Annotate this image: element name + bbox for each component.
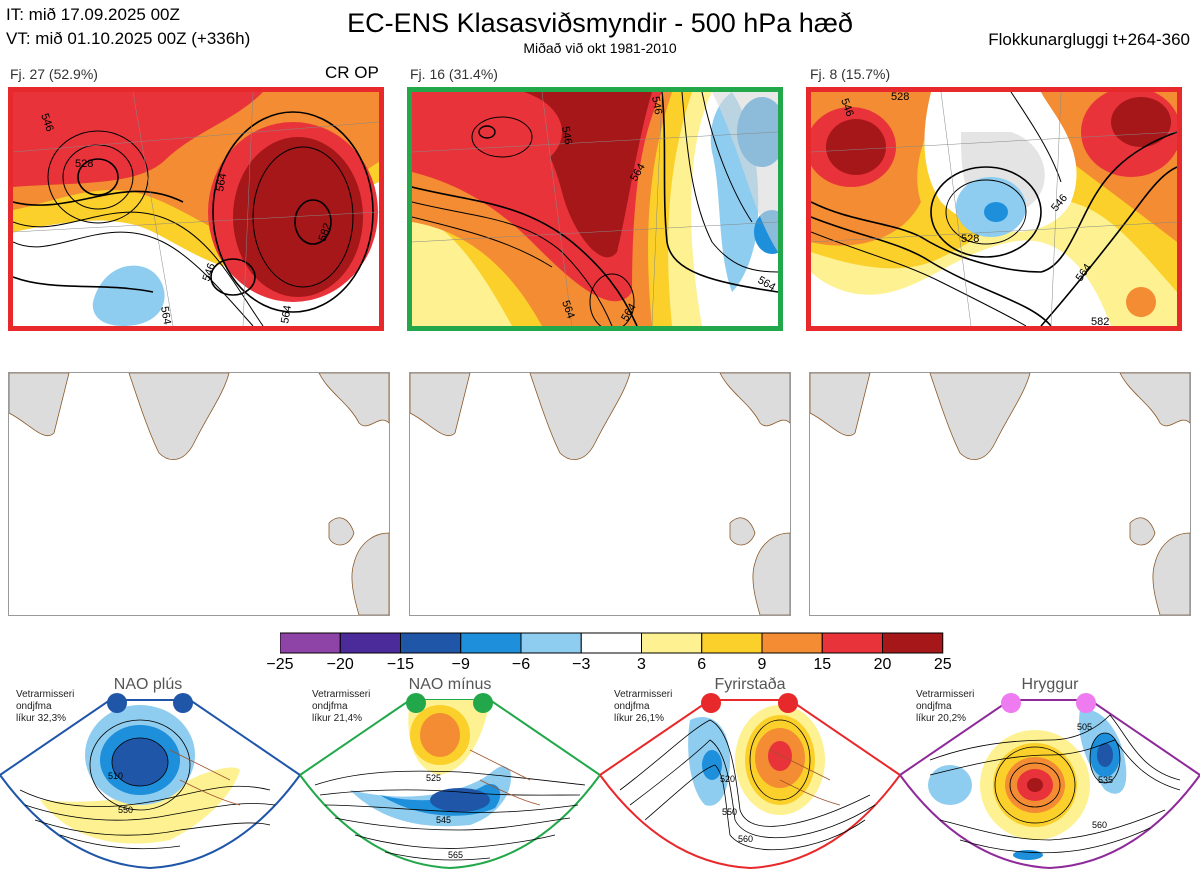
cluster-3-contour-label: 528	[891, 92, 909, 103]
colorbar-tick-label: −9	[451, 656, 470, 673]
regime-2-name: NAO mínus	[408, 676, 492, 693]
regime-1-dot	[107, 693, 127, 713]
cluster-1-contour-label: 546	[201, 262, 219, 283]
cluster-2-label: Fj. 16 (31.4%)	[410, 66, 498, 82]
cluster-2-contour-label: 546	[649, 95, 664, 115]
regime-4-name: Hryggur	[1021, 676, 1079, 693]
colorbar-tick-label: 3	[637, 656, 646, 673]
cluster-1-tag: CR OP	[325, 63, 379, 82]
regime-2-dot	[406, 693, 426, 713]
colorbar-swatch	[280, 632, 341, 654]
colorbar-tick-label: 15	[813, 656, 832, 673]
cluster-1-contour-label: 582	[317, 222, 335, 243]
page-subtitle: Miðað við okt 1981-2010	[523, 40, 677, 56]
regime-2-contour-label: 545	[436, 815, 451, 825]
regime-info-line: Vetrarmisseri	[16, 689, 75, 700]
colorbar-tick-label: −6	[511, 656, 531, 673]
cluster-2-contour-label: 564	[559, 299, 577, 320]
regime-3-contour-label: 520	[720, 774, 735, 784]
regime-4-contour-label: 560	[1092, 820, 1107, 830]
colorbar	[280, 632, 944, 654]
colorbar-swatch	[460, 632, 522, 654]
cluster-1-contour-label: 528	[75, 158, 93, 170]
regime-1-name: NAO plús	[113, 676, 183, 693]
regime-info-line: Vetrarmisseri	[312, 689, 371, 700]
cluster-3-contour-label: 546	[838, 97, 856, 118]
cluster-2-panel[interactable]: 546 546 564 564 564 564	[407, 87, 783, 331]
init-time: IT: mið 17.09.2025 00Z	[6, 5, 180, 24]
base-map-1	[8, 372, 390, 616]
cluster-1-contour-label: 564	[158, 305, 173, 325]
cluster-3-panel[interactable]: 546 528 528 546 564 582	[806, 87, 1182, 331]
regime-info-line: ondjfma	[916, 701, 952, 712]
colorbar-tick-label: 6	[697, 656, 707, 673]
regime-4-contour-label: 505	[1077, 722, 1092, 732]
cluster-1-label: Fj. 27 (52.9%)	[10, 66, 98, 82]
regime-2-contour-label: 525	[426, 773, 441, 783]
regime-3-info: Vetrarmisseri ondjfma líkur 26,1%	[614, 689, 672, 725]
cluster-1-panel[interactable]: 546 528 564 546 564 582 564	[8, 87, 384, 331]
base-map-3	[809, 372, 1191, 616]
cluster-1-contour-label: 546	[38, 112, 56, 133]
regime-4-contour-label: 535	[1098, 775, 1113, 785]
colorbar-tick-label: 20	[873, 656, 892, 673]
colorbar-swatch	[339, 632, 401, 654]
regime-1-dot	[173, 693, 193, 713]
regime-1-map[interactable]: 510 550	[0, 680, 300, 870]
regime-info-line: líkur 32,3%	[16, 713, 67, 724]
regime-info-line: ondjfma	[16, 701, 52, 712]
regime-2-dot	[473, 693, 493, 713]
regime-4-dot	[1076, 693, 1096, 713]
regime-info-line: líkur 20,2%	[916, 713, 967, 724]
regime-2-map[interactable]: 525 545 565	[300, 680, 600, 870]
colorbar-swatch	[821, 632, 883, 654]
cluster-1-contour-label: 564	[214, 172, 229, 192]
colorbar-swatch	[641, 632, 703, 654]
colorbar-swatch	[761, 632, 823, 654]
regime-2-contour-label: 565	[448, 850, 463, 860]
cluster-3-contour-label: 582	[1091, 316, 1109, 326]
colorbar-swatch	[520, 632, 582, 654]
cluster-1-contour-label: 564	[279, 304, 294, 324]
regime-info-line: ondjfma	[312, 701, 348, 712]
colorbar-tick-label: 25	[933, 656, 952, 673]
colorbar-swatch	[701, 632, 763, 654]
colorbar-swatch	[580, 632, 642, 654]
regime-info-line: ondjfma	[614, 701, 650, 712]
regime-3-contour-label: 550	[722, 807, 737, 817]
base-map-2	[409, 372, 791, 616]
cluster-2-contour-label: 546	[559, 125, 574, 145]
colorbar-swatch	[400, 632, 462, 654]
regime-2-info: Vetrarmisseri ondjfma líkur 21,4%	[312, 689, 370, 725]
regime-4-info: Vetrarmisseri ondjfma líkur 20,2%	[916, 689, 974, 725]
regime-1-contour-label: 550	[118, 805, 133, 815]
colorbar-swatch	[882, 632, 944, 654]
regime-1-info: Vetrarmisseri ondjfma líkur 32,3%	[16, 689, 74, 725]
regime-4-map[interactable]: 505 535 560	[900, 680, 1200, 870]
valid-time: VT: mið 01.10.2025 00Z (+336h)	[6, 29, 251, 48]
colorbar-tick-label: −3	[572, 656, 591, 673]
regime-info-line: Vetrarmisseri	[916, 689, 975, 700]
regime-3-name: Fyrirstaða	[714, 676, 786, 693]
page-title: EC-ENS Klasasviðsmyndir - 500 hPa hæð	[347, 8, 853, 38]
colorbar-tick-label: −25	[266, 656, 294, 673]
regime-3-dot	[778, 693, 798, 713]
regime-3-contour-label: 560	[738, 834, 753, 844]
cluster-3-contour-label: 528	[961, 233, 979, 245]
regime-4-dot	[1001, 693, 1021, 713]
colorbar-tick-label: 9	[757, 656, 767, 673]
colorbar-tick-label: −15	[386, 656, 415, 673]
cluster-3-label: Fj. 8 (15.7%)	[810, 66, 891, 82]
regime-3-map[interactable]: 520 550 560	[600, 680, 900, 870]
classification-window: Flokkunargluggi t+264-360	[988, 30, 1190, 49]
regime-3-dot	[701, 693, 721, 713]
colorbar-tick-label: −20	[326, 656, 354, 673]
regime-info-line: líkur 21,4%	[312, 713, 363, 724]
regime-info-line: Vetrarmisseri	[614, 689, 673, 700]
regime-info-line: líkur 26,1%	[614, 713, 665, 724]
regime-1-contour-label: 510	[108, 771, 123, 781]
